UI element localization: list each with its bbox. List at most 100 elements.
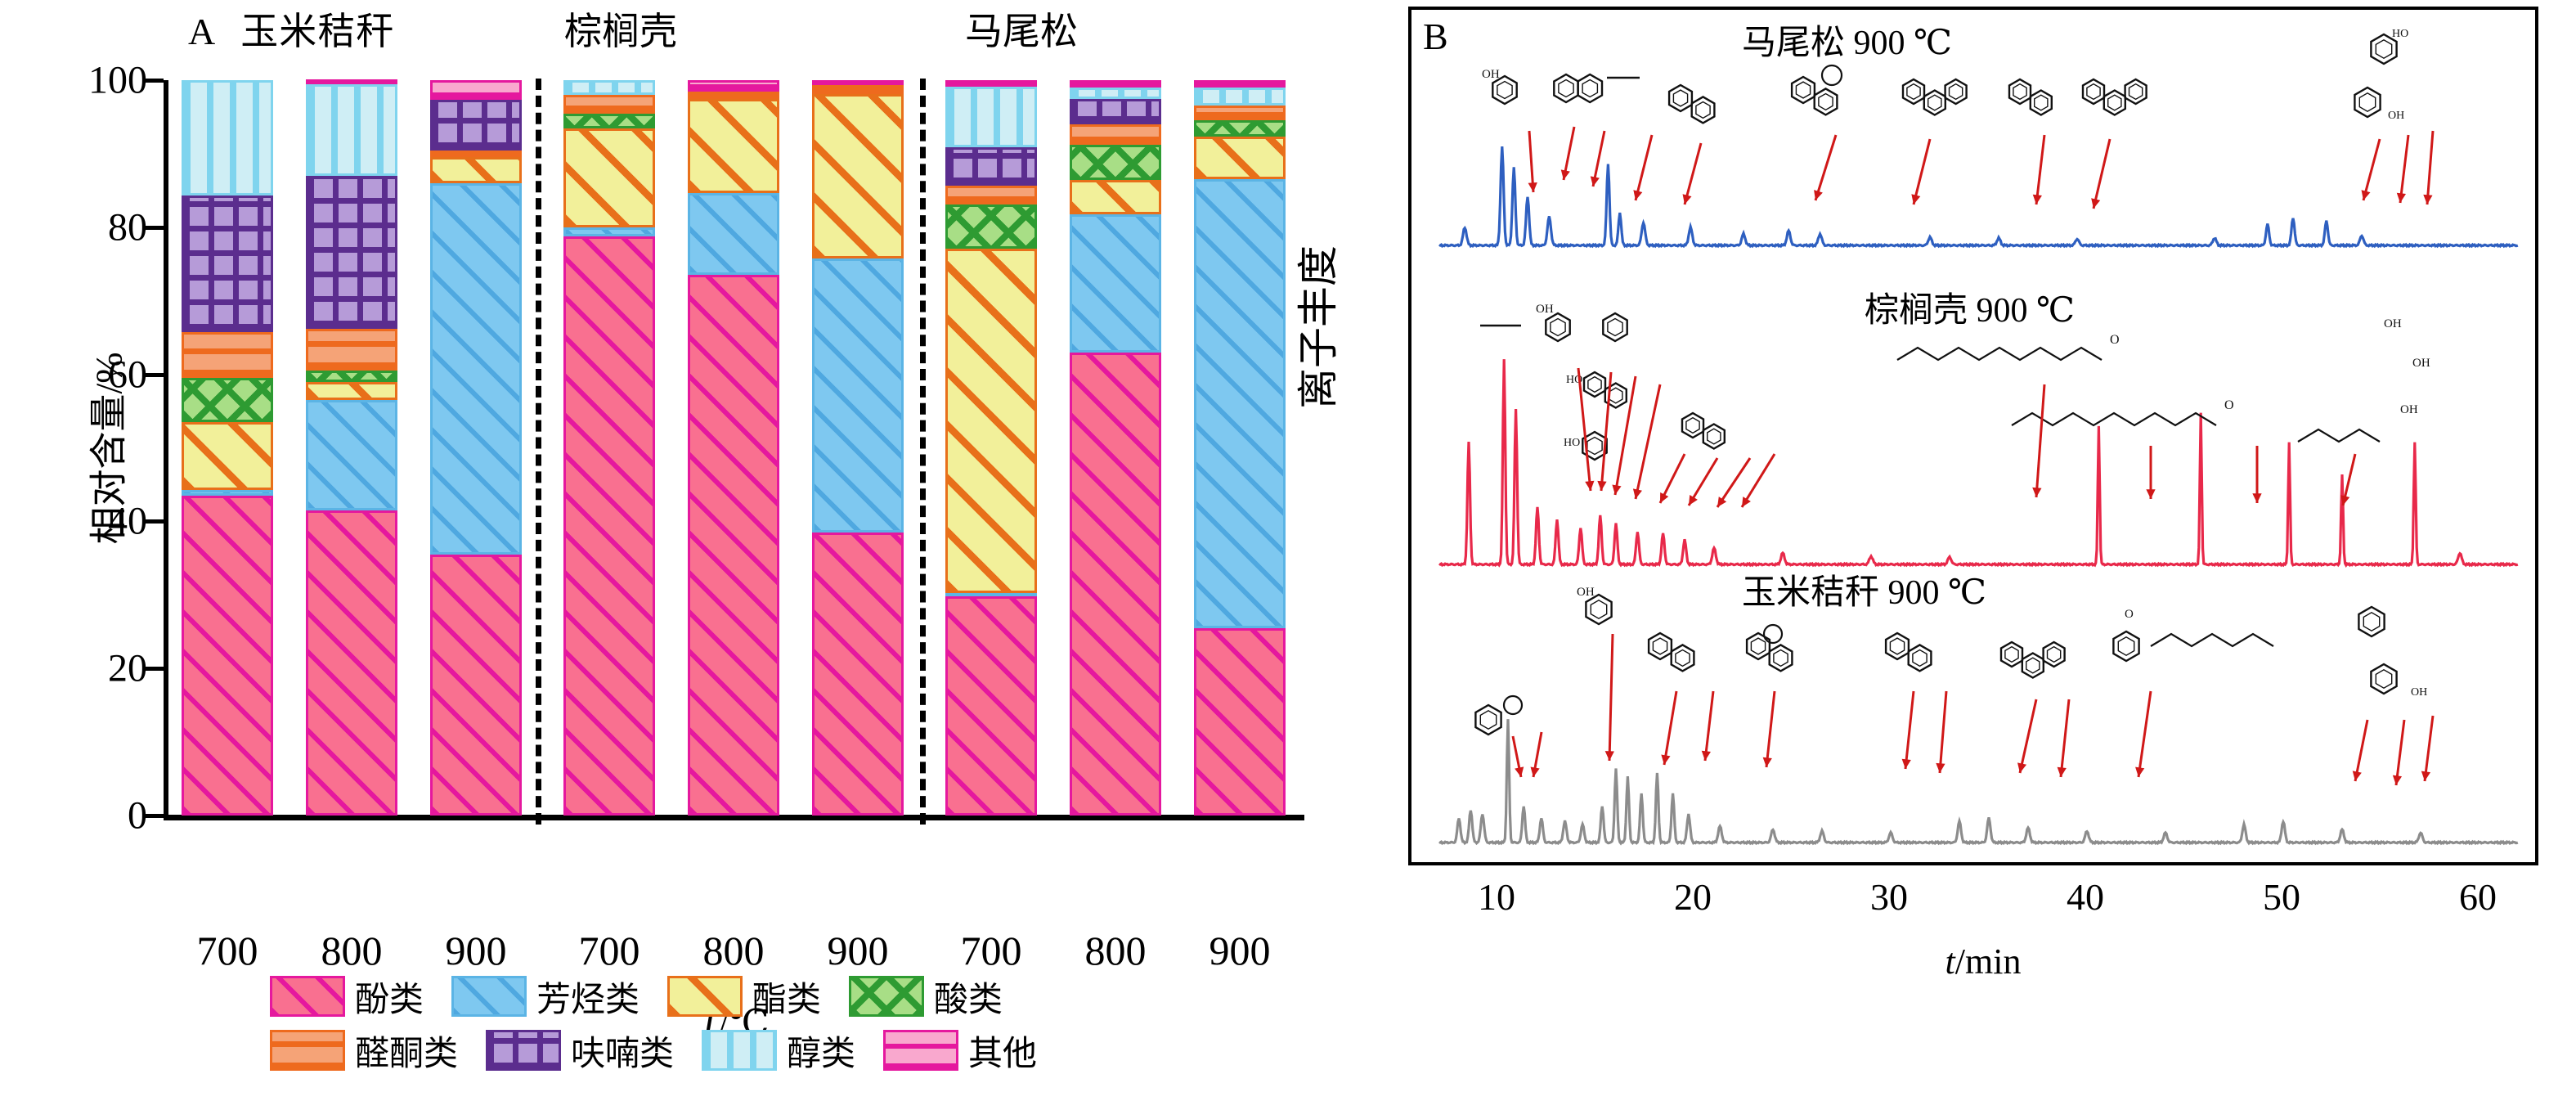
bar-segment-acid: [182, 378, 273, 423]
legend-swatch-furan: [486, 1030, 562, 1071]
molecule-sketch: [1681, 411, 1726, 450]
bar-segment-phenol: [1194, 627, 1286, 816]
molecule-label: O: [2110, 333, 2120, 347]
trace-zonglvke: [1438, 359, 2519, 568]
legend-label-phenol: 酚类: [355, 981, 424, 1019]
bar-segment-other: [945, 80, 1037, 88]
legend-item-ketone[interactable]: 醛酮类: [270, 1026, 458, 1076]
legend-item-other[interactable]: 其他: [883, 1026, 1037, 1076]
stacked-bar: [306, 79, 397, 816]
x-tick-label-7: 800: [1084, 928, 1147, 973]
legend-swatch-arene: [451, 976, 527, 1017]
bar-segment-phenol: [1070, 352, 1161, 816]
plot-area-a: 0 20 40 60 80 100 700 800 900 700 800 900 700 800 900…: [88, 59, 1304, 1043]
annotation-arrow: [1661, 690, 1678, 766]
bar-segment-arene: [306, 400, 397, 510]
annotation-arrow: [1511, 735, 1524, 778]
legend-row-0: 酚类 芳烃类 酯类 酸类: [270, 969, 1292, 1023]
molecule-sketch: [2081, 78, 2147, 116]
bar-segment-other: [688, 80, 779, 92]
legend-label-furan: 呋喃类: [571, 1035, 675, 1073]
annotation-arrow: [2017, 699, 2038, 774]
bar-segment-alcohol: [306, 83, 397, 176]
molecule-sketch: [1492, 74, 1518, 106]
legend-swatch-acid: [849, 976, 925, 1017]
molecule-sketch: [2358, 605, 2385, 638]
annotation-arrow: [1604, 633, 1614, 762]
x-tick-label-4: 800: [702, 928, 765, 973]
legend-item-acid[interactable]: 酸类: [849, 972, 1003, 1022]
legend-label-acid: 酸类: [934, 981, 1003, 1019]
annotation-arrow: [1528, 130, 1537, 193]
annotation-arrow: [2392, 719, 2406, 786]
annotation-arrow: [2091, 138, 2112, 209]
legend-item-alcohol[interactable]: 醇类: [702, 1026, 855, 1076]
y-tick-label-60: 60: [108, 353, 147, 397]
bar-segment-phenol: [945, 596, 1037, 816]
annotation-arrow: [1633, 134, 1654, 201]
annotation-arrow: [1762, 690, 1776, 768]
panel-a-title: A 玉米秸秆: [188, 2, 394, 56]
group-label-1: 玉米秸秆: [240, 11, 395, 52]
legend-item-ester[interactable]: 酯类: [667, 972, 821, 1022]
legend-item-furan[interactable]: 呋喃类: [486, 1026, 674, 1076]
legend-label-other: 其他: [968, 1035, 1038, 1073]
stacked-bar: [1194, 80, 1286, 816]
stacked-bar: [812, 80, 904, 816]
legend-item-phenol[interactable]: 酚类: [270, 972, 424, 1022]
y-tick-0: [142, 814, 164, 818]
bar-segment-ester: [563, 128, 655, 227]
annotation-arrow: [1911, 138, 1932, 205]
x-tick-label-b-30: 30: [1870, 876, 1908, 918]
bar-segment-acid: [1070, 145, 1161, 181]
bar-segment-acid: [1194, 120, 1286, 137]
molecule-sketch: [1474, 703, 1502, 736]
bar-segment-alcohol: [1070, 88, 1161, 100]
legend-swatch-alcohol: [702, 1030, 778, 1071]
x-tick-label-0: 700: [196, 928, 258, 973]
bar-segment-phenol: [563, 236, 655, 816]
annotation-arrow: [2032, 134, 2046, 205]
bar-segment-phenol: [306, 510, 397, 816]
bar-segment-other: [1070, 80, 1161, 88]
annotation-arrow: [2252, 446, 2262, 503]
x-tick-label-b-60: 60: [2459, 876, 2497, 918]
trace-title-zonglvke: 棕榈壳 900 ℃: [1865, 292, 2075, 330]
bar-segment-ester: [1194, 137, 1286, 180]
group-separator-2: [920, 79, 926, 825]
y-tick-40: [142, 519, 164, 524]
annotation-arrow: [1740, 453, 1776, 508]
y-tick-label-80: 80: [108, 205, 147, 249]
molecule-sketch: [1745, 631, 1793, 672]
bar-segment-ester: [812, 94, 904, 259]
x-tick-label-b-20: 20: [1674, 876, 1712, 918]
annotation-arrow: [1590, 130, 1606, 187]
bar-segment-furan: [430, 100, 522, 151]
legend-item-arene[interactable]: 芳烃类: [451, 972, 640, 1022]
bar-segment-other: [306, 79, 397, 84]
legend-row-1: 醛酮类 呋喃类 醇类 其他: [270, 1023, 1292, 1077]
bar-segment-arene: [812, 258, 904, 533]
bar-segment-alcohol: [182, 80, 273, 196]
y-tick-80: [142, 225, 164, 230]
molecule-sketch: [1999, 640, 2066, 679]
bar-segment-arene: [688, 192, 779, 276]
x-tick-label-8: 900: [1209, 928, 1271, 973]
annotation-arrow: [1597, 371, 1613, 492]
bar-segment-acid: [306, 371, 397, 382]
annotation-arrow: [2146, 446, 2156, 499]
x-tick-label-1: 800: [321, 928, 383, 973]
panel-b-tag: B: [1423, 16, 1448, 57]
molecule-sketch: [1667, 83, 1716, 124]
molecule-sketch: [2112, 630, 2140, 663]
annotation-arrow: [1716, 457, 1752, 508]
molecule-label: OH: [2411, 686, 2427, 699]
annotation-arrow: [1632, 384, 1662, 500]
bar-segment-other: [1194, 80, 1286, 88]
bar-segment-arene: [1070, 213, 1161, 353]
annotation-arrow: [2057, 699, 2071, 778]
annotation-arrow: [2361, 138, 2381, 201]
bar-segment-arene: [430, 182, 522, 555]
